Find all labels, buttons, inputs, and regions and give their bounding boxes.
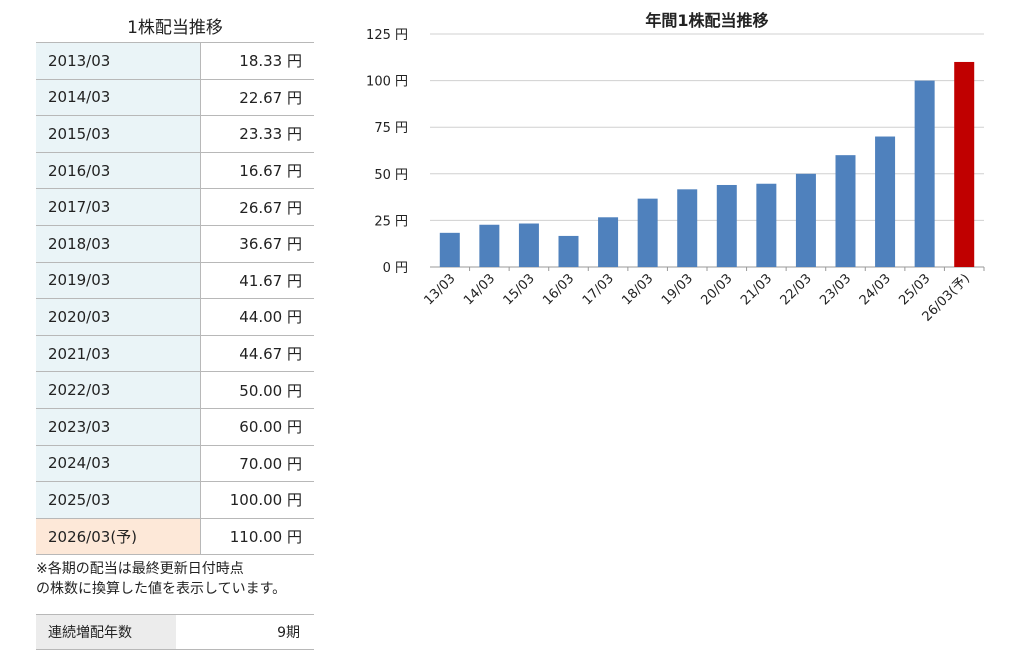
dividend-period: 2024/03: [36, 445, 201, 483]
dividend-row: 2020/03 44.00 円: [36, 298, 314, 336]
chart-bar: [518, 223, 539, 267]
x-tick-label: 19/03: [659, 271, 696, 308]
dividend-row: 2017/03 26.67 円: [36, 188, 314, 226]
dividend-history-title: 1株配当推移: [127, 18, 223, 38]
dividend-amount: 44.67 円: [200, 335, 314, 373]
dividend-amount: 44.00 円: [200, 298, 314, 336]
dividend-history-panel: 1株配当推移 2013/03 18.33 円 2014/03 22.67 円 2015/…: [36, 14, 314, 651]
x-tick-label: 17/03: [580, 271, 617, 308]
dividend-amount: 26.67 円: [200, 188, 314, 226]
x-tick-label: 21/03: [738, 271, 775, 308]
chart-bar: [795, 173, 816, 267]
annual-dividend-chart: 年間1株配当推移 0 円 25 円 50 円 75 円 100 円 125 円 13/03 14…: [366, 11, 985, 325]
note-line-2: の株数に換算した値を表示しています。: [36, 581, 287, 598]
x-tick-label: 16/03: [540, 271, 577, 308]
dividend-row: 2025/03 100.00 円: [36, 481, 314, 519]
dividend-period: 2026/03(予): [36, 518, 201, 556]
chart-title: 年間1株配当推移: [645, 11, 768, 30]
chart-bar: [954, 61, 975, 268]
x-tick-label: 18/03: [619, 271, 656, 308]
dividend-row: 2022/03 50.00 円: [36, 371, 314, 409]
dividend-period: 2014/03: [36, 79, 201, 117]
dividend-period: 2020/03: [36, 298, 201, 336]
y-tick-label: 100 円: [366, 75, 408, 90]
dividend-period: 2018/03: [36, 225, 201, 263]
chart-bar: [558, 235, 579, 267]
chart-bar: [914, 80, 935, 267]
note-line-1: ※各期の配当は最終更新日付時点: [36, 561, 244, 578]
x-tick-label: 25/03: [896, 271, 933, 308]
y-tick-label: 0 円: [383, 261, 408, 276]
chart-bar: [479, 224, 500, 267]
dividend-amount: 22.67 円: [200, 79, 314, 117]
x-tick-label: 15/03: [501, 271, 538, 308]
x-tick-label: 13/03: [422, 271, 459, 308]
dividend-row: 2016/03 16.67 円: [36, 152, 314, 190]
x-tick-label: 24/03: [857, 271, 894, 308]
dividend-history-table: 2013/03 18.33 円 2014/03 22.67 円 2015/03 23.33…: [36, 42, 314, 556]
chart-bar: [677, 189, 698, 267]
streak-value: 9期: [176, 614, 314, 651]
dividend-row: 2015/03 23.33 円: [36, 115, 314, 153]
dividend-row: 2019/03 41.67 円: [36, 262, 314, 300]
chart-bar: [439, 232, 460, 267]
chart-bar: [598, 217, 619, 267]
streak-row: 連続増配年数 9期: [36, 614, 314, 651]
dividend-amount: 110.00 円: [200, 518, 314, 556]
chart-bar: [716, 184, 737, 267]
dividend-amount: 60.00 円: [200, 408, 314, 446]
dividend-amount: 16.67 円: [200, 152, 314, 190]
streak-label: 連続増配年数: [36, 614, 176, 651]
dividend-row: 2013/03 18.33 円: [36, 42, 314, 80]
dividend-amount: 100.00 円: [200, 481, 314, 519]
dividend-row: 2024/03 70.00 円: [36, 445, 314, 483]
chart-bar: [756, 183, 777, 267]
dividend-period: 2022/03: [36, 371, 201, 409]
dividend-amount: 18.33 円: [200, 42, 314, 80]
x-tick-label: 20/03: [699, 271, 736, 308]
y-tick-label: 50 円: [374, 168, 408, 183]
chart-bar: [875, 136, 896, 267]
x-tick-label: 14/03: [461, 271, 498, 308]
consecutive-increase-table: 連続増配年数 9期: [36, 614, 314, 651]
dividend-amount: 36.67 円: [200, 225, 314, 263]
dividend-period: 2017/03: [36, 188, 201, 226]
dividend-amount: 41.67 円: [200, 262, 314, 300]
y-tick-label: 75 円: [374, 121, 408, 136]
x-tick-label: 23/03: [817, 271, 854, 308]
dividend-period: 2019/03: [36, 262, 201, 300]
dividend-period: 2016/03: [36, 152, 201, 190]
dividend-row: 2014/03 22.67 円: [36, 79, 314, 117]
dividend-row: 2018/03 36.67 円: [36, 225, 314, 263]
y-tick-label: 25 円: [374, 214, 408, 229]
chart-bar: [637, 198, 658, 267]
dividend-amount: 70.00 円: [200, 445, 314, 483]
y-tick-label: 125 円: [366, 28, 408, 43]
chart-bar: [835, 155, 856, 267]
dividend-note: ※各期の配当は最終更新日付時点 の株数に換算した値を表示しています。: [36, 559, 314, 599]
dividend-period: 2013/03: [36, 42, 201, 80]
dividend-row: 2021/03 44.67 円: [36, 335, 314, 373]
dividend-amount: 23.33 円: [200, 115, 314, 153]
dividend-row: 2026/03(予) 110.00 円: [36, 518, 314, 556]
dividend-period: 2021/03: [36, 335, 201, 373]
dividend-period: 2023/03: [36, 408, 201, 446]
x-tick-label: 22/03: [778, 271, 815, 308]
dividend-row: 2023/03 60.00 円: [36, 408, 314, 446]
dividend-period: 2015/03: [36, 115, 201, 153]
dividend-amount: 50.00 円: [200, 371, 314, 409]
dividend-period: 2025/03: [36, 481, 201, 519]
